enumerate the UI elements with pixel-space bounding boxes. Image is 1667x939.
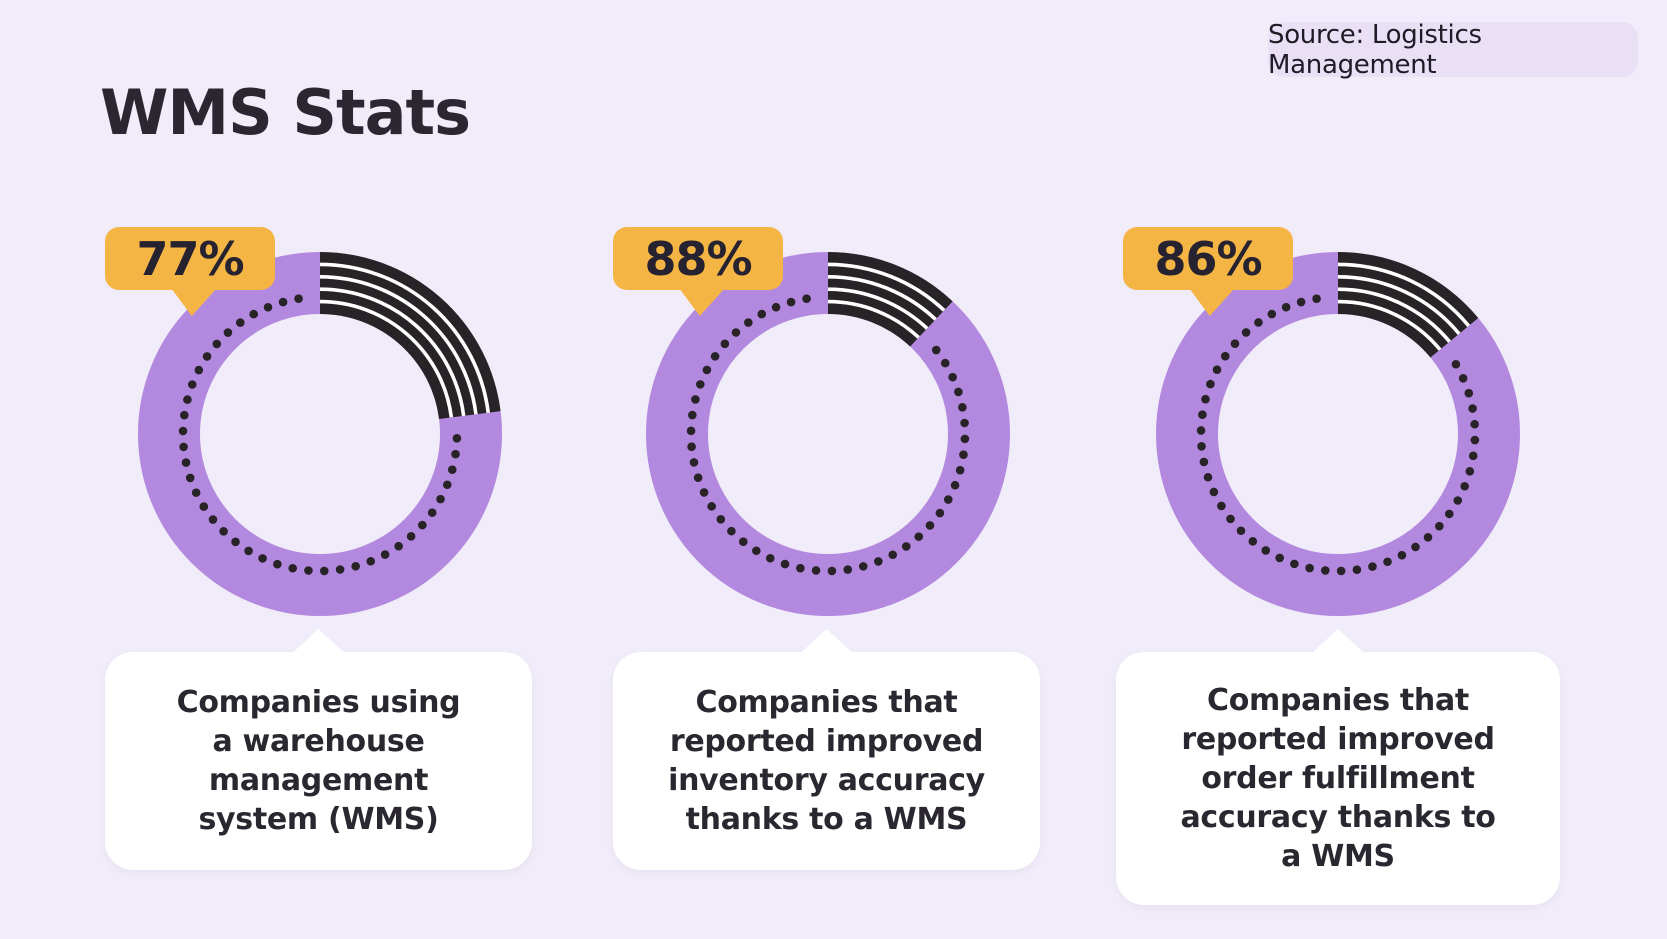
remainder-stripe [319, 275, 478, 415]
caption-card: Companies that reported improved order f… [1116, 629, 1560, 905]
source-badge: Source: Logistics Management [1268, 19, 1638, 80]
caption-card: Companies using a warehouse management s… [105, 629, 532, 870]
donut-filled-ring [646, 252, 1010, 616]
remainder-stripe [827, 262, 946, 312]
caption-card: Companies that reported improved invento… [613, 629, 1040, 870]
card-notch-icon [800, 629, 853, 653]
donut-remainder-segment [827, 252, 953, 348]
remainder-stripe [319, 287, 466, 417]
caption-text: Companies that reported improved invento… [668, 685, 985, 837]
remainder-stripe [827, 275, 937, 321]
donut-remainder-segment [319, 252, 501, 420]
remainder-stripe [1337, 287, 1451, 343]
dotted-arc [1196, 294, 1480, 576]
percent-value: 77% [136, 231, 244, 286]
card-notch-icon [292, 629, 345, 653]
caption-text: Companies that reported improved order f… [1180, 683, 1496, 874]
donut-chart-wms-adoption [130, 244, 510, 624]
remainder-stripe [1337, 262, 1471, 328]
percent-badge: 77% [105, 227, 275, 316]
donut-chart-inventory-accuracy [638, 244, 1018, 624]
page-title: WMS Stats [100, 76, 471, 149]
remainder-stripe [1337, 299, 1442, 351]
source-label: Source: Logistics Management [1268, 19, 1482, 80]
remainder-stripe [827, 287, 929, 330]
remainder-stripe [319, 299, 454, 418]
donut-chart-order-fulfillment-accuracy [1148, 244, 1528, 624]
donut-remainder-segment [1337, 252, 1479, 359]
percent-badge: 86% [1123, 227, 1293, 316]
percent-value: 86% [1154, 231, 1262, 286]
remainder-stripe [319, 262, 491, 413]
dotted-arc [686, 294, 970, 576]
dotted-arc [178, 294, 462, 576]
percent-badge: 88% [613, 227, 783, 316]
remainder-stripe [1337, 275, 1461, 335]
remainder-stripe [827, 299, 920, 339]
card-notch-icon [1312, 629, 1364, 653]
caption-text: Companies using a warehouse management s… [176, 685, 461, 837]
percent-value: 88% [644, 231, 752, 286]
